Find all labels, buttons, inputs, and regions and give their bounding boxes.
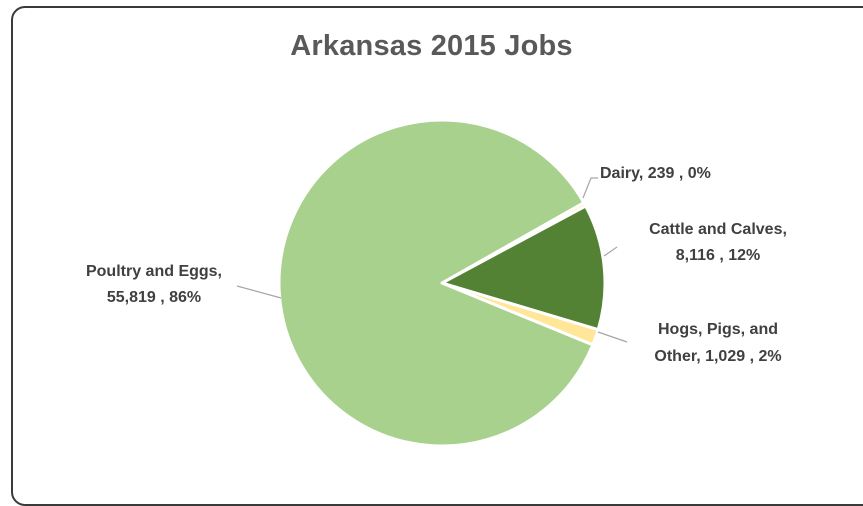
leader-line-dairy xyxy=(582,177,598,199)
data-label-hogs-pigs-and-other: Hogs, Pigs, and Other, 1,029 , 2% xyxy=(654,321,781,365)
data-label-dairy: Dairy, 239 , 0% xyxy=(600,165,711,182)
leader-line-hogs-pigs-and-other xyxy=(597,331,628,343)
pie-chart: Dairy, 239 , 0% Cattle and Calves, 8,116 ,… xyxy=(86,118,787,448)
leader-line-poultry-and-eggs xyxy=(236,285,282,299)
data-label-poultry-and-eggs: Poultry and Eggs, 55,819 , 86% xyxy=(86,263,222,306)
pie-slice-cattle-and-calves xyxy=(440,204,607,332)
chart-title: Arkansas 2015 Jobs xyxy=(290,30,573,62)
pie-slice-poultry-and-eggs xyxy=(277,118,595,448)
leader-line-cattle-and-calves xyxy=(603,246,618,257)
data-label-cattle-and-calves: Cattle and Calves, 8,116 , 12% xyxy=(649,221,787,264)
